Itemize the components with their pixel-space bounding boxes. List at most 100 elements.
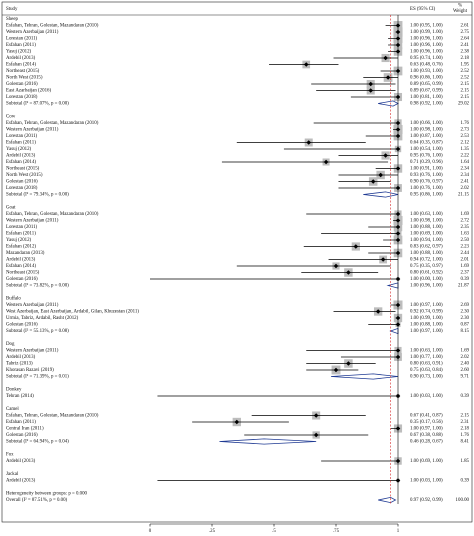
ci-label: 0.92 (0.74, 0.99) [410, 310, 443, 315]
point-estimate [383, 153, 388, 158]
ci-label: 1.00 (0.81, 1.00) [410, 95, 443, 100]
point-estimate [385, 75, 391, 80]
weight-label: 2.38 [460, 50, 469, 55]
ci-label: 1.00 (0.69, 1.00) [410, 232, 443, 237]
weight-label: 1.76 [460, 121, 469, 126]
row-label: Esfahan (2014) [6, 160, 36, 165]
weight-label: 2.75 [460, 30, 469, 35]
ci-label: 1.00 (0.54, 1.00) [410, 147, 443, 152]
row-label: Esfahan, Tehran, Golestan, Mazandaran (2… [6, 121, 99, 126]
pooled-diamond [378, 100, 399, 107]
weight-label: 2.50 [460, 238, 469, 243]
row-label: East Azarbaijan (2016) [6, 89, 51, 94]
ci-label: 1.00 (0.98, 1.00) [410, 219, 443, 224]
row-label: Subtotal (I² = 71.39%, p = 0.01) [6, 374, 69, 380]
weight-label: 100.00 [456, 498, 470, 503]
weight-label: 2.30 [460, 316, 469, 321]
weight-label: 2.52 [460, 76, 469, 81]
group-label: Cow [6, 115, 16, 120]
point-estimate [303, 62, 309, 67]
group-label: Sheep [6, 17, 19, 22]
weight-label: 2.34 [460, 173, 469, 178]
ci-label: 1.00 (0.00, 1.00) [410, 277, 443, 282]
ci-label: 0.80 (0.63, 0.91) [410, 362, 443, 367]
row-label: Western Azerbaijan (2011) [6, 128, 59, 133]
weight-label: 2.18 [460, 427, 469, 432]
group-label: Donkey [6, 388, 22, 393]
point-estimate [383, 55, 388, 61]
group-label: Dog [6, 342, 15, 347]
weight-label: 2.31 [460, 420, 469, 425]
ci-label: 0.63 (0.48, 0.76) [410, 63, 443, 68]
row-label: Tehran (2014) [6, 394, 34, 399]
weight-header: % [458, 4, 462, 9]
ci-label: 1.00 (0.69, 1.00) [410, 459, 443, 464]
row-label: Northeast (2015) [6, 167, 40, 172]
x-tick-label: .25 [209, 529, 216, 534]
group-label: Camel [6, 407, 19, 412]
point-estimate [313, 413, 319, 418]
ci-label: 1.00 (0.88, 1.00) [410, 323, 443, 328]
weight-label: 2.15 [460, 82, 469, 87]
x-tick-label: .75 [333, 529, 340, 534]
pooled-diamond [386, 282, 399, 289]
row-label: Ardebil (2013) [6, 459, 36, 464]
weight-label: 9.71 [460, 375, 469, 380]
weight-label: 2.30 [460, 310, 469, 315]
row-label: Subtotal (I² = 79.34%, p = 0.00) [6, 192, 69, 198]
x-tick-label: .5 [272, 529, 276, 534]
weight-label: 2.41 [460, 43, 469, 48]
weight-label: 2.15 [460, 414, 469, 419]
point-estimate [306, 140, 312, 145]
weight-label: 1.69 [460, 212, 469, 217]
row-label: Urmia, Tabriz, Ardabil, Rasht (2012) [6, 316, 79, 321]
ci-label: 1.00 (0.97, 1.00) [410, 427, 443, 432]
ci-label: 1.00 (0.95, 1.00) [410, 24, 443, 29]
ci-label: 1.00 (0.03, 1.00) [410, 394, 443, 399]
ci-label: 0.90 (0.73, 1.00) [410, 375, 443, 380]
point-estimate [353, 244, 359, 249]
ci-label: 1.00 (0.87, 1.00) [410, 134, 443, 139]
ci-label: 1.00 (0.99, 1.00) [410, 316, 443, 321]
weight-label: 2.18 [460, 56, 469, 61]
weight-label: 0.87 [460, 323, 469, 328]
row-label: Khorasan Razavi (2019) [6, 368, 54, 373]
row-label: Lorestan (2011) [6, 134, 38, 139]
ci-label: 0.67 (0.41, 0.87) [410, 414, 443, 419]
row-label: Ardebil (2013) [6, 258, 36, 263]
row-label: Lorestan (2011) [6, 225, 38, 230]
point-estimate [323, 159, 329, 165]
ci-label: 1.00 (0.96, 1.00) [410, 284, 443, 289]
row-label: Subtotal (I² = 87.07%, p = 0.00) [6, 101, 69, 107]
row-label: Central Iran (2011) [6, 427, 44, 432]
row-label: Esfahan (2014) [6, 264, 36, 269]
row-label: Ardebil (2013) [6, 479, 36, 484]
row-label: Northeast (2015) [6, 271, 40, 276]
row-label: Ardebil (2013) [6, 355, 36, 360]
ci-label: 0.90 (0.76, 0.97) [410, 180, 443, 185]
row-label: Ardebil (2013) [6, 154, 36, 159]
weight-label: 2.69 [460, 303, 469, 308]
ci-label: 1.00 (0.91, 1.00) [410, 167, 443, 172]
ci-label: 1.00 (0.88, 1.00) [410, 251, 443, 256]
ci-label: 0.94 (0.72, 1.00) [410, 258, 443, 263]
ci-label: 0.98 (0.92, 1.00) [410, 102, 443, 107]
ci-label: 0.75 (0.35, 0.97) [410, 264, 443, 269]
row-label: Western Azerbaijan (2011) [6, 303, 59, 308]
weight-label: 1.63 [460, 232, 469, 237]
row-label: Western Azerbaijan (2011) [6, 349, 59, 354]
row-label: Esfahan, Tehran, Golestan, Mazandaran (2… [6, 24, 99, 29]
ci-label: 1.00 (0.63, 1.00) [410, 212, 443, 217]
ci-label: 0.75 (0.63, 0.84) [410, 368, 443, 373]
ci-label: 1.00 (0.88, 1.00) [410, 225, 443, 230]
weight-label: 2.01 [460, 258, 469, 263]
point-estimate [234, 419, 240, 425]
row-label: Golestan (2016) [6, 180, 38, 185]
weight-label: 2.44 [460, 251, 469, 256]
ci-label: 1.00 (0.63, 1.00) [410, 349, 443, 354]
row-label: Esfahan (2011) [6, 141, 36, 146]
row-label: Western Azerbaijan (2011) [6, 219, 59, 224]
weight-label: 0.39 [460, 277, 469, 282]
ci-label: 1.00 (0.93, 1.00) [410, 69, 443, 74]
row-label: Esfahan (2011) [6, 420, 36, 425]
